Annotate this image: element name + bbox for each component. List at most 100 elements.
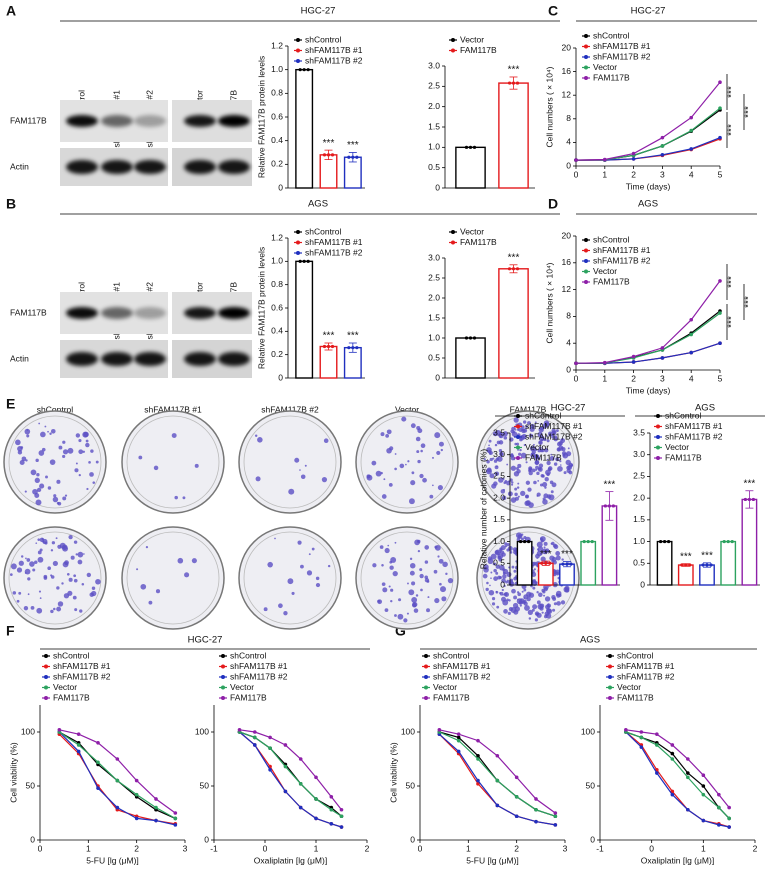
colony bbox=[82, 431, 89, 438]
colony bbox=[550, 453, 553, 456]
x-tick-label: 0 bbox=[649, 843, 654, 853]
y-tick-label: 20 bbox=[562, 230, 572, 240]
significance: *** bbox=[323, 138, 335, 149]
y-tick-label: 2.5 bbox=[493, 471, 505, 481]
legend-label: Vector bbox=[617, 682, 641, 692]
y-tick-label: 3.0 bbox=[428, 252, 440, 262]
colony bbox=[555, 429, 559, 432]
y-tick-label: 0.5 bbox=[428, 162, 440, 172]
legend-label: shFAM117B #2 bbox=[230, 671, 288, 681]
colony bbox=[529, 426, 535, 432]
colony bbox=[411, 597, 418, 603]
series-line bbox=[625, 731, 730, 819]
dish-rim bbox=[360, 415, 454, 509]
colony bbox=[12, 591, 17, 595]
colony bbox=[68, 534, 73, 540]
colony bbox=[513, 471, 520, 477]
legend-label: Vector bbox=[593, 62, 617, 72]
legend-marker bbox=[656, 414, 660, 418]
y-tick-label: 3.0 bbox=[633, 449, 645, 459]
legend-label: Vector bbox=[460, 34, 484, 44]
data-point bbox=[115, 757, 120, 761]
legend-marker bbox=[424, 675, 428, 679]
colony bbox=[53, 607, 56, 611]
legend-label: shControl bbox=[617, 650, 653, 660]
x-tick-label: 2 bbox=[134, 843, 139, 853]
legend-label: shFAM117B #1 bbox=[525, 421, 583, 431]
data-point bbox=[253, 743, 257, 747]
colony bbox=[419, 573, 424, 579]
colony bbox=[39, 483, 45, 489]
panel-title: HGC-27 bbox=[188, 635, 223, 646]
colony bbox=[504, 479, 508, 483]
bar bbox=[699, 564, 715, 586]
colony bbox=[424, 545, 430, 550]
colony bbox=[85, 442, 90, 448]
colony bbox=[539, 423, 542, 426]
y-tick-label: 0 bbox=[410, 834, 415, 844]
legend-label: shFAM117B #1 bbox=[593, 245, 651, 255]
legend-marker bbox=[296, 48, 300, 53]
y-tick-label: 1.5 bbox=[633, 514, 645, 524]
data-point bbox=[476, 778, 480, 783]
series-line bbox=[239, 731, 342, 817]
data-point bbox=[351, 155, 355, 159]
data-point bbox=[511, 267, 516, 271]
series-line bbox=[576, 137, 721, 161]
y-tick-label: 0 bbox=[278, 182, 283, 192]
legend-label: shFAM117B #2 bbox=[305, 55, 363, 65]
chart-title: AGS bbox=[695, 403, 715, 414]
colony bbox=[51, 541, 56, 545]
y-axis-label: Relative FAM117B protein levels bbox=[256, 247, 266, 369]
blot-band bbox=[66, 307, 98, 319]
colony bbox=[535, 458, 538, 461]
legend-marker bbox=[44, 664, 48, 669]
colony bbox=[47, 430, 49, 433]
colony bbox=[503, 592, 508, 596]
significance: *** bbox=[727, 124, 738, 136]
colony bbox=[153, 465, 159, 471]
data-point bbox=[718, 80, 722, 85]
data-point bbox=[726, 539, 730, 544]
legend-marker bbox=[584, 34, 588, 38]
data-point bbox=[727, 825, 731, 829]
x-tick-label: 5 bbox=[718, 373, 723, 383]
colony bbox=[53, 494, 57, 498]
colony bbox=[510, 465, 517, 471]
colony bbox=[499, 435, 502, 438]
colony bbox=[37, 550, 42, 555]
colony bbox=[255, 476, 261, 482]
blot-row-label: Actin bbox=[10, 161, 29, 171]
colony bbox=[503, 436, 508, 440]
colony bbox=[531, 608, 535, 612]
data-point bbox=[96, 741, 100, 745]
data-point bbox=[507, 267, 512, 271]
colony bbox=[554, 435, 557, 438]
colony bbox=[517, 482, 520, 485]
data-point bbox=[611, 504, 616, 508]
colony bbox=[50, 549, 54, 552]
bar bbox=[580, 540, 597, 586]
colony bbox=[561, 558, 564, 561]
colony bbox=[381, 582, 386, 587]
y-tick-label: 0 bbox=[500, 579, 505, 589]
y-tick-label: 0 bbox=[435, 372, 440, 382]
colony bbox=[539, 552, 543, 556]
data-point bbox=[283, 764, 288, 769]
data-point bbox=[590, 539, 594, 544]
dish-rim bbox=[243, 415, 337, 509]
colony bbox=[492, 457, 495, 460]
colony bbox=[523, 599, 527, 604]
colony bbox=[74, 468, 79, 473]
colony bbox=[497, 555, 502, 560]
colony bbox=[536, 541, 543, 548]
y-tick-label: 1.0 bbox=[633, 536, 645, 546]
colony bbox=[38, 422, 41, 425]
legend-label: shFAM117B #1 bbox=[53, 661, 111, 671]
y-tick-label: 1.0 bbox=[271, 256, 283, 266]
legend-marker bbox=[221, 675, 225, 679]
colony bbox=[300, 564, 304, 569]
colony bbox=[91, 586, 96, 591]
colony bbox=[532, 564, 535, 567]
colony bbox=[500, 550, 505, 555]
